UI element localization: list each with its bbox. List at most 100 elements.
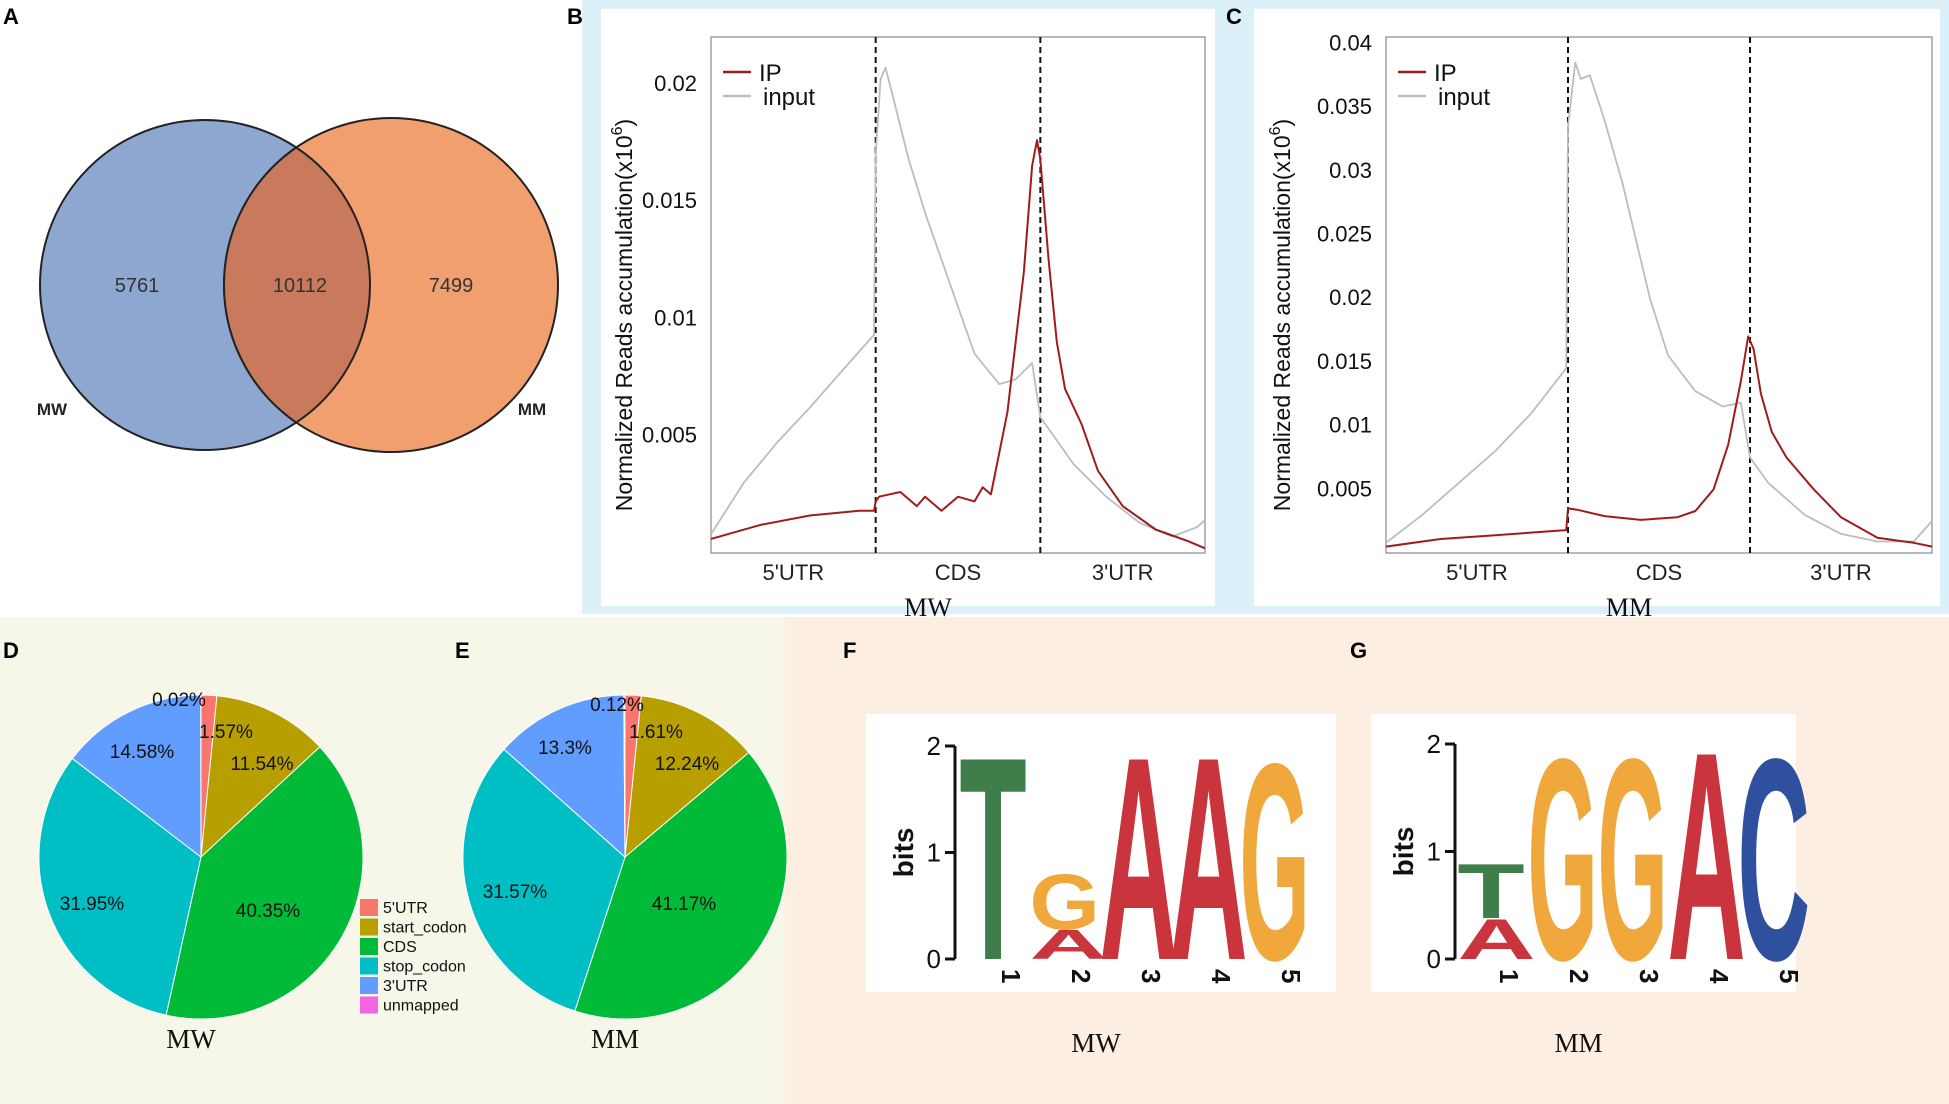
series-line-input [1385,61,1933,544]
legend-label-ip: IP [1434,60,1457,87]
legend-swatch [360,977,378,994]
logo-y-label: bits [1388,827,1419,877]
pie-chart-mw: 1.57% 11.54% 40.35% 31.95% 14.58% 0.02% MW [38,690,364,1054]
logo-background [866,714,1336,992]
region-label: CDS [1636,560,1682,585]
y-axis-label-close: ) [1269,119,1295,127]
pie-value-label: 11.54% [230,754,293,775]
y-axis-label-text: Normalized Reads accumulation(x10 [1269,135,1295,511]
y-tick-label: 0.01 [1329,413,1372,438]
y-axis-label-superscript: 6 [609,126,626,135]
region-label: 5'UTR [763,560,825,585]
legend-label: unmapped [383,998,459,1015]
y-tick-label: 0.03 [1329,158,1372,183]
logo-y-label: bits [888,828,919,878]
legend-label: start_codon [383,920,467,937]
legend-swatch [360,938,378,955]
pie-value-label: 14.58% [110,742,175,763]
legend-label: 3'UTR [383,978,428,995]
legend-label-input: input [763,84,815,111]
y-tick-label: 0.015 [1317,349,1372,374]
venn-mw-only-count: 5761 [115,275,160,297]
panel-c-frame [1254,9,1940,606]
pie-legend: 5'UTR start_codon CDS stop_codon 3'UTR unmapp… [360,899,467,1015]
series-line-input [710,66,1206,538]
panel-label-a: A [3,4,19,29]
region-label: CDS [935,560,981,585]
pie-slice-stop_codon [38,757,202,1016]
plot-border [710,36,1206,554]
y-tick-label: 0.04 [1329,30,1372,55]
chart-title: MW [904,593,952,622]
pie-value-label: 31.57% [483,882,548,903]
logo-letter-g: G [1239,706,1310,1020]
logo-letter-a: A [1667,691,1745,1023]
pie-title: MM [591,1024,639,1054]
y-axis-label: Normalized Reads accumulation(x106) [1267,119,1295,511]
panel-label-c: C [1226,4,1242,29]
y-axis-label-text: Normalized Reads accumulation(x10 [611,135,637,511]
logo-letter-g: G [1597,700,1668,1021]
logo-letter-a: A [1169,698,1247,1021]
logo-position-label: 4 [1704,969,1734,984]
series-line-ip [1385,335,1933,548]
logo-letter-c: C [1737,699,1810,1021]
pie-slice-cds [574,751,788,1020]
venn-diagram: 5761 10112 7499 MW MM [37,117,559,453]
logo-y-tick-label: 1 [927,838,941,868]
venn-overlap-count: 10112 [273,275,327,297]
panel-label-b: B [567,4,583,29]
legend-swatch [360,957,378,975]
logo-position-label: 1 [1494,969,1524,983]
logo-title: MM [1554,1028,1602,1058]
pie-value-label: 1.61% [629,722,683,743]
logo-position-label: 3 [1136,969,1166,983]
logo-letter-t: T [959,697,1026,1021]
chart-title: MM [1606,593,1652,622]
pie-value-label: 13.3% [538,738,592,759]
pie-slice-start_codon [200,695,321,859]
y-tick-label: 0.02 [654,71,697,96]
pie-slice-stop_codon [462,748,626,1012]
legend-swatch [360,899,378,916]
legend-label: CDS [383,939,417,956]
legend-label-input: input [1438,84,1490,111]
pie-value-label: 0.02% [152,690,206,711]
logo-letter-a: A [1029,922,1107,968]
y-tick-label: 0.025 [1317,221,1372,246]
legend-label: stop_codon [383,959,466,976]
pie-slice-unmapped [623,694,626,858]
plot-border [1385,36,1933,554]
y-tick-label: 0.005 [642,423,697,448]
pie-slice-utr [503,694,626,859]
logo-y-tick-label: 0 [1427,944,1441,974]
logo-position-label: 4 [1206,969,1236,984]
region-label: 3'UTR [1092,560,1154,585]
logo-y-tick-label: 1 [1427,837,1441,867]
logo-y-tick-label: 2 [927,731,941,761]
venn-overlap [223,146,371,424]
logo-y-tick-label: 2 [1427,729,1441,759]
y-axis-label: Normalized Reads accumulation(x106) [609,119,637,511]
logo-background [1371,714,1796,992]
y-tick-label: 0.005 [1317,476,1372,501]
logo-letter-a: A [1099,698,1177,1021]
pie-value-label: 31.95% [60,894,125,915]
pie-value-label: 40.35% [236,901,301,922]
line-chart-mm: 0.005 0.01 0.015 0.02 0.025 0.03 0.035 0.04 5'UT… [1267,30,1933,622]
pie-slice-utr [71,694,202,859]
logo-position-label: 5 [1276,969,1306,983]
region-label: 3'UTR [1810,560,1872,585]
pie-slice-cds [165,746,364,1020]
logo-position-label: 5 [1774,969,1804,983]
legend-swatch [360,918,378,936]
venn-label-mm: MM [518,400,546,419]
pie-value-label: 12.24% [655,754,720,775]
pie-value-label: 0.12% [590,695,644,716]
logo-letter-g: G [1527,700,1598,1021]
logo-title: MW [1071,1028,1121,1058]
logo-letter-t: T [1457,849,1524,936]
